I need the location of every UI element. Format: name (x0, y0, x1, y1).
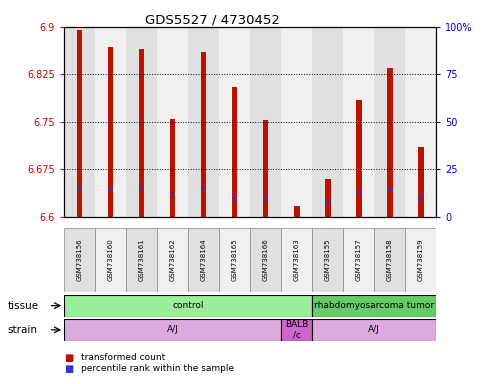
Bar (281, 319, 312, 341)
Bar (263, 120, 269, 217)
Bar (126, 27, 157, 217)
Bar (356, 100, 361, 217)
Bar (188, 27, 219, 217)
Text: percentile rank within the sample: percentile rank within the sample (81, 364, 235, 373)
Bar (281, 27, 312, 217)
Bar (77, 30, 82, 217)
Bar (170, 119, 176, 217)
Bar (312, 228, 343, 292)
Bar (77, 187, 82, 189)
Bar (325, 201, 330, 203)
Bar (64, 27, 95, 217)
Text: tissue: tissue (7, 301, 38, 311)
Bar (188, 228, 219, 292)
Bar (343, 27, 374, 217)
Text: GSM738166: GSM738166 (263, 238, 269, 281)
Text: GSM738158: GSM738158 (387, 238, 393, 281)
Bar (108, 189, 113, 191)
Text: A/J: A/J (368, 325, 380, 334)
Bar (294, 205, 300, 217)
Bar (157, 228, 188, 292)
Bar (219, 228, 250, 292)
Bar (64, 319, 281, 341)
Text: GSM738162: GSM738162 (170, 238, 176, 281)
Text: rhabdomyosarcoma tumor: rhabdomyosarcoma tumor (314, 301, 434, 310)
Bar (356, 191, 361, 193)
Text: GSM738155: GSM738155 (325, 238, 331, 281)
Bar (139, 187, 144, 189)
Text: GSM738161: GSM738161 (139, 238, 144, 281)
Bar (64, 295, 312, 317)
Bar (64, 228, 95, 292)
Bar (294, 207, 300, 209)
Bar (387, 189, 392, 191)
Text: GDS5527 / 4730452: GDS5527 / 4730452 (144, 13, 280, 26)
Text: GSM738163: GSM738163 (294, 238, 300, 281)
Text: ■: ■ (64, 364, 73, 374)
Text: GSM738164: GSM738164 (201, 238, 207, 281)
Bar (312, 295, 436, 317)
Text: ■: ■ (64, 353, 73, 363)
Text: transformed count: transformed count (81, 353, 166, 362)
Bar (405, 27, 436, 217)
Bar (232, 197, 238, 199)
Bar (232, 87, 238, 217)
Bar (325, 179, 330, 217)
Bar (418, 197, 423, 199)
Bar (418, 147, 423, 217)
Bar (250, 228, 281, 292)
Bar (281, 228, 312, 292)
Bar (343, 228, 374, 292)
Bar (170, 193, 176, 195)
Bar (405, 228, 436, 292)
Text: GSM738159: GSM738159 (418, 238, 424, 281)
Bar (387, 68, 392, 217)
Bar (139, 49, 144, 217)
Bar (219, 27, 250, 217)
Bar (108, 47, 113, 217)
Text: GSM738165: GSM738165 (232, 238, 238, 281)
Bar (263, 197, 269, 199)
Bar (374, 27, 405, 217)
Bar (201, 187, 207, 189)
Bar (312, 319, 436, 341)
Bar (374, 228, 405, 292)
Bar (95, 228, 126, 292)
Text: BALB
/c: BALB /c (285, 320, 309, 339)
Bar (250, 27, 281, 217)
Bar (312, 27, 343, 217)
Bar (157, 27, 188, 217)
Bar (126, 228, 157, 292)
Text: A/J: A/J (167, 325, 178, 334)
Text: strain: strain (7, 325, 37, 335)
Text: GSM738157: GSM738157 (356, 238, 362, 281)
Text: control: control (173, 301, 204, 310)
Text: GSM738156: GSM738156 (76, 238, 83, 281)
Text: GSM738160: GSM738160 (107, 238, 113, 281)
Bar (201, 52, 207, 217)
Bar (95, 27, 126, 217)
